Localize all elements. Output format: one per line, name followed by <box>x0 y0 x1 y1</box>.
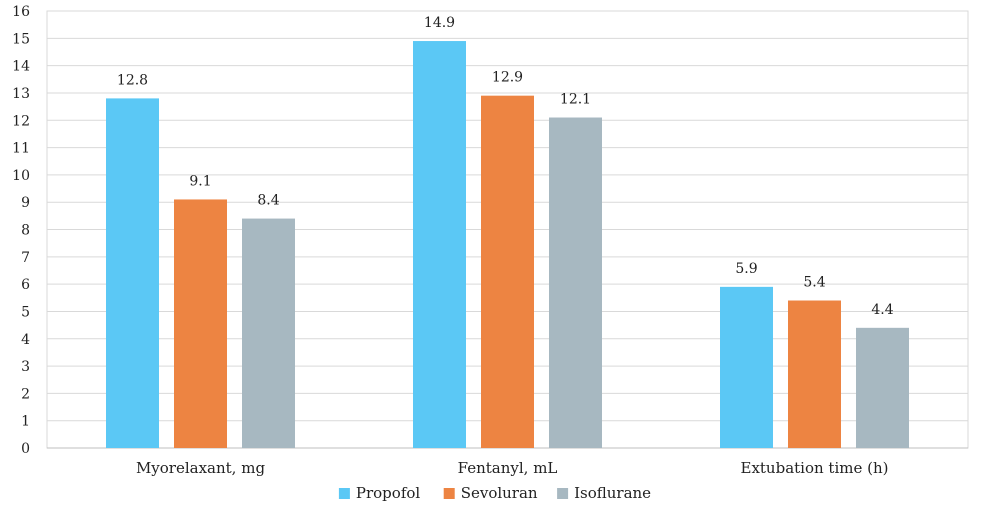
data-label: 12.8 <box>117 72 148 88</box>
y-tick-label: 2 <box>21 386 30 402</box>
y-tick-label: 6 <box>21 277 30 293</box>
bar-sevoluran <box>481 95 534 448</box>
bar-sevoluran <box>174 199 227 448</box>
data-label: 5.9 <box>735 261 757 277</box>
bar-isoflurane <box>549 117 602 449</box>
category-label: Myorelaxant, mg <box>136 459 266 477</box>
bar-propofol <box>106 98 159 449</box>
data-label: 12.1 <box>560 92 591 108</box>
y-tick-label: 7 <box>21 250 30 266</box>
legend-swatch-sevoluran <box>443 488 455 499</box>
y-tick-label: 1 <box>21 414 30 430</box>
y-tick-label: 10 <box>12 168 30 184</box>
data-label: 9.1 <box>189 173 211 189</box>
legend-label-isoflurane: Isoflurane <box>574 484 651 502</box>
bar-isoflurane <box>856 327 909 448</box>
y-tick-label: 3 <box>21 359 30 375</box>
y-tick-label: 15 <box>12 31 30 47</box>
bar-sevoluran <box>788 300 841 448</box>
data-label: 12.9 <box>492 70 523 86</box>
y-tick-label: 5 <box>21 304 30 320</box>
y-tick-label: 8 <box>21 223 30 239</box>
y-tick-label: 12 <box>12 113 30 129</box>
bar-propofol <box>720 286 773 448</box>
category-label: Fentanyl, mL <box>458 459 558 477</box>
bar-propofol <box>413 41 466 448</box>
y-tick-label: 11 <box>12 141 30 157</box>
y-tick-label: 4 <box>21 332 30 348</box>
y-tick-label: 13 <box>12 86 30 102</box>
legend-swatch-isoflurane <box>557 488 569 499</box>
data-label: 4.4 <box>871 302 893 318</box>
y-tick-label: 14 <box>12 59 30 75</box>
category-label: Extubation time (h) <box>741 459 889 477</box>
y-tick-label: 0 <box>21 441 30 457</box>
data-label: 14.9 <box>424 15 455 31</box>
bar-isoflurane <box>242 218 295 448</box>
data-label: 5.4 <box>803 275 825 291</box>
y-tick-label: 16 <box>12 4 30 20</box>
legend-label-sevoluran: Sevoluran <box>461 484 538 502</box>
data-label: 8.4 <box>257 193 279 209</box>
legend-swatch-propofol <box>338 488 350 499</box>
y-tick-label: 9 <box>21 195 30 211</box>
legend-label-propofol: Propofol <box>356 484 421 502</box>
